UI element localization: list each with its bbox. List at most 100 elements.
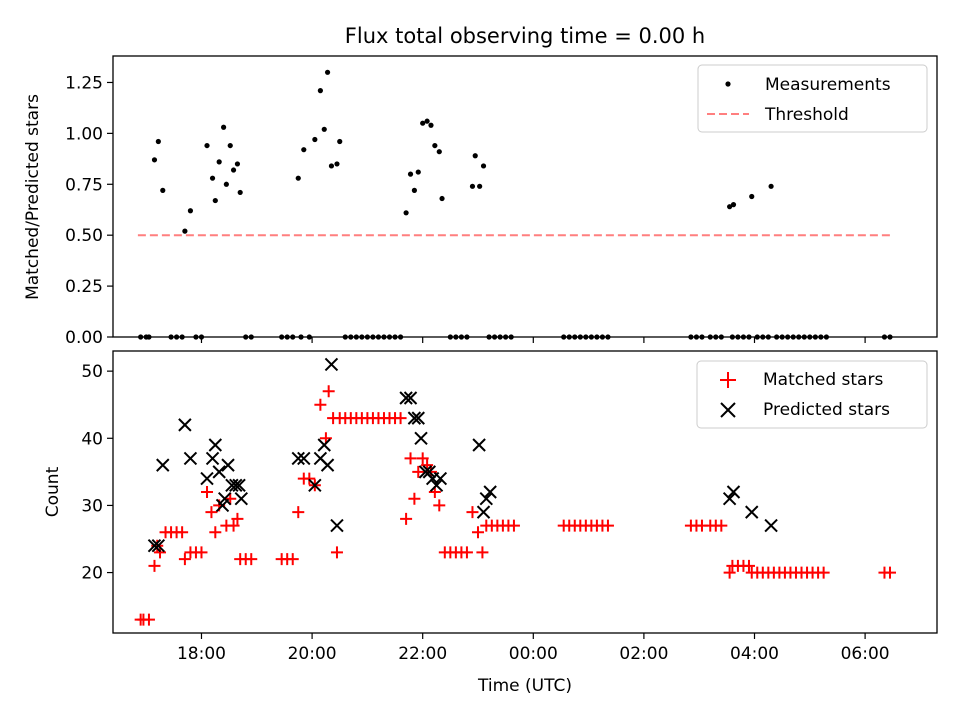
top-y-tick-label: 1.25 (65, 73, 103, 93)
bottom-y-tick-label: 30 (81, 496, 103, 516)
matched-star-point (883, 566, 896, 579)
matched-star-point (303, 472, 316, 485)
predicted-star-point (156, 458, 170, 472)
predicted-star-point (722, 492, 737, 506)
measurement-point (212, 197, 218, 204)
bottom-axes-frame (112, 350, 938, 634)
matched-star-point (404, 452, 417, 465)
bottom-panel: 20 30 40 50 18:00 20:00 22:00 00:00 02:00 04:00 06… (43, 350, 938, 696)
matched-star-point (231, 512, 244, 525)
measurement-point (415, 169, 421, 175)
predicted-star-point (726, 485, 741, 499)
measurement-point (321, 126, 327, 132)
bottom-legend-box (696, 360, 928, 429)
matched-star-point (715, 519, 728, 532)
measurement-point (187, 208, 194, 214)
measurement-point (234, 161, 241, 167)
measurement-point (324, 69, 331, 75)
legend-label-measurements: Measurements (765, 75, 891, 95)
measurement-point (337, 138, 343, 145)
matched-star-point (224, 492, 237, 505)
measurement-point (227, 142, 233, 149)
x-tick-label: 04:00 (730, 644, 779, 664)
legend-label-threshold: Threshold (764, 105, 849, 125)
measurement-point (403, 210, 409, 216)
matched-star-point (330, 546, 343, 559)
matched-star-point (314, 398, 327, 411)
matched-star-point (394, 412, 407, 425)
x-axis-label: Time (UTC) (477, 676, 572, 696)
predicted-star-point (218, 492, 232, 506)
legend-label-matched: Matched stars (763, 370, 883, 390)
matched-star-point (476, 546, 489, 559)
predicted-star-point (178, 418, 192, 432)
top-y-tick-label: 0.25 (65, 277, 103, 297)
top-y-axis-label: Matched/Predicted stars (23, 94, 43, 300)
bottom-y-tick-label: 40 (81, 429, 103, 449)
measurement-point (411, 187, 417, 193)
measurement-point (424, 118, 430, 124)
measurement-point (469, 183, 476, 189)
matched-star-point (723, 566, 736, 579)
top-legend: Measurements Threshold (697, 64, 928, 133)
legend-marker-measurements (725, 81, 731, 87)
matched-star-point (292, 506, 305, 519)
bottom-legend: Matched stars Predicted stars (696, 360, 928, 429)
measurement-point (312, 136, 318, 143)
matched-star-point (245, 553, 258, 566)
bottom-y-tick-label: 50 (81, 362, 103, 382)
matched-star-point (817, 566, 830, 579)
predicted-star-point (407, 411, 422, 425)
matched-star-point (201, 486, 214, 498)
measurement-point (237, 189, 243, 196)
measurement-point (768, 183, 774, 189)
predicted-star-point (320, 458, 335, 472)
bottom-y-tick-label: 20 (81, 564, 103, 584)
top-y-tick-label: 0.75 (65, 175, 103, 195)
legend-marker-predicted (720, 402, 736, 418)
x-tick-label: 00:00 (509, 644, 558, 664)
predicted-star-point (764, 518, 778, 533)
predicted-star-point (414, 431, 428, 445)
matched-star-point (601, 519, 614, 532)
x-tick-label: 22:00 (398, 644, 447, 664)
predicted-star-point (429, 478, 444, 492)
measurement-point (328, 163, 335, 169)
predicted-star-point (399, 391, 413, 405)
predicted-star-point (479, 492, 493, 506)
predicted-star-point (433, 471, 448, 486)
predicted-star-point (403, 391, 418, 405)
matched-star-point (176, 526, 189, 539)
predicted-star-point (483, 485, 497, 499)
matched-star-point (507, 519, 520, 532)
measurement-point (221, 124, 227, 130)
top-y-tick-label: 0.00 (65, 328, 103, 348)
predicted-star-point (476, 505, 491, 519)
measurement-point (472, 153, 478, 159)
predicted-star-point (297, 451, 311, 466)
x-tick-label: 18:00 (177, 644, 226, 664)
measurement-point (160, 187, 166, 193)
predicted-star-point (200, 471, 214, 486)
matched-star-point (205, 506, 218, 519)
predicted-star-point (324, 357, 339, 372)
matched-star-point (322, 385, 335, 398)
measurement-point (428, 122, 434, 128)
measurement-point (209, 175, 216, 181)
predicted-star-point (147, 539, 162, 553)
legend-label-predicted: Predicted stars (763, 400, 890, 420)
measurement-point (230, 167, 237, 173)
predicted-star-point (232, 478, 246, 492)
top-panel: 0.00 0.25 0.50 0.75 1.00 1.25 Matched/Predict… (23, 55, 938, 348)
matched-star-point (416, 452, 429, 465)
measurement-point (223, 181, 229, 187)
matched-star-point (178, 553, 191, 566)
top-y-tick-label: 0.50 (65, 226, 103, 246)
measurement-point (204, 142, 210, 149)
measurement-point (151, 157, 158, 163)
matched-star-point (195, 546, 208, 559)
matched-star-point (466, 506, 479, 519)
measurement-point (407, 171, 414, 177)
predicted-star-point (208, 438, 223, 452)
